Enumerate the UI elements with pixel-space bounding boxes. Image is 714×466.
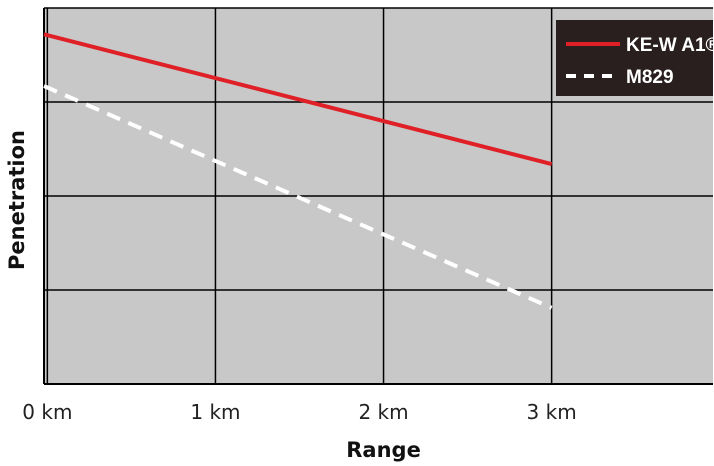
legend-label: KE-W A1® (626, 35, 714, 56)
legend-label: M829 (626, 67, 674, 88)
series-line-m829 (43, 84, 553, 310)
x-tick-labels: 0 km 1 km 2 km 3 km (22, 400, 576, 424)
legend: KE-W A1® M829 (556, 20, 714, 96)
y-axis-title: Penetration (5, 130, 29, 270)
grid (43, 7, 713, 385)
x-tick-label: 3 km (527, 400, 577, 424)
x-tick-label: 1 km (190, 400, 240, 424)
series-line-ke-w-a1 (43, 32, 553, 166)
series-lines (43, 32, 553, 310)
x-tick-label: 2 km (358, 400, 408, 424)
x-tick-label: 0 km (22, 400, 72, 424)
legend-box (556, 20, 713, 96)
x-axis-title: Range (346, 438, 421, 462)
